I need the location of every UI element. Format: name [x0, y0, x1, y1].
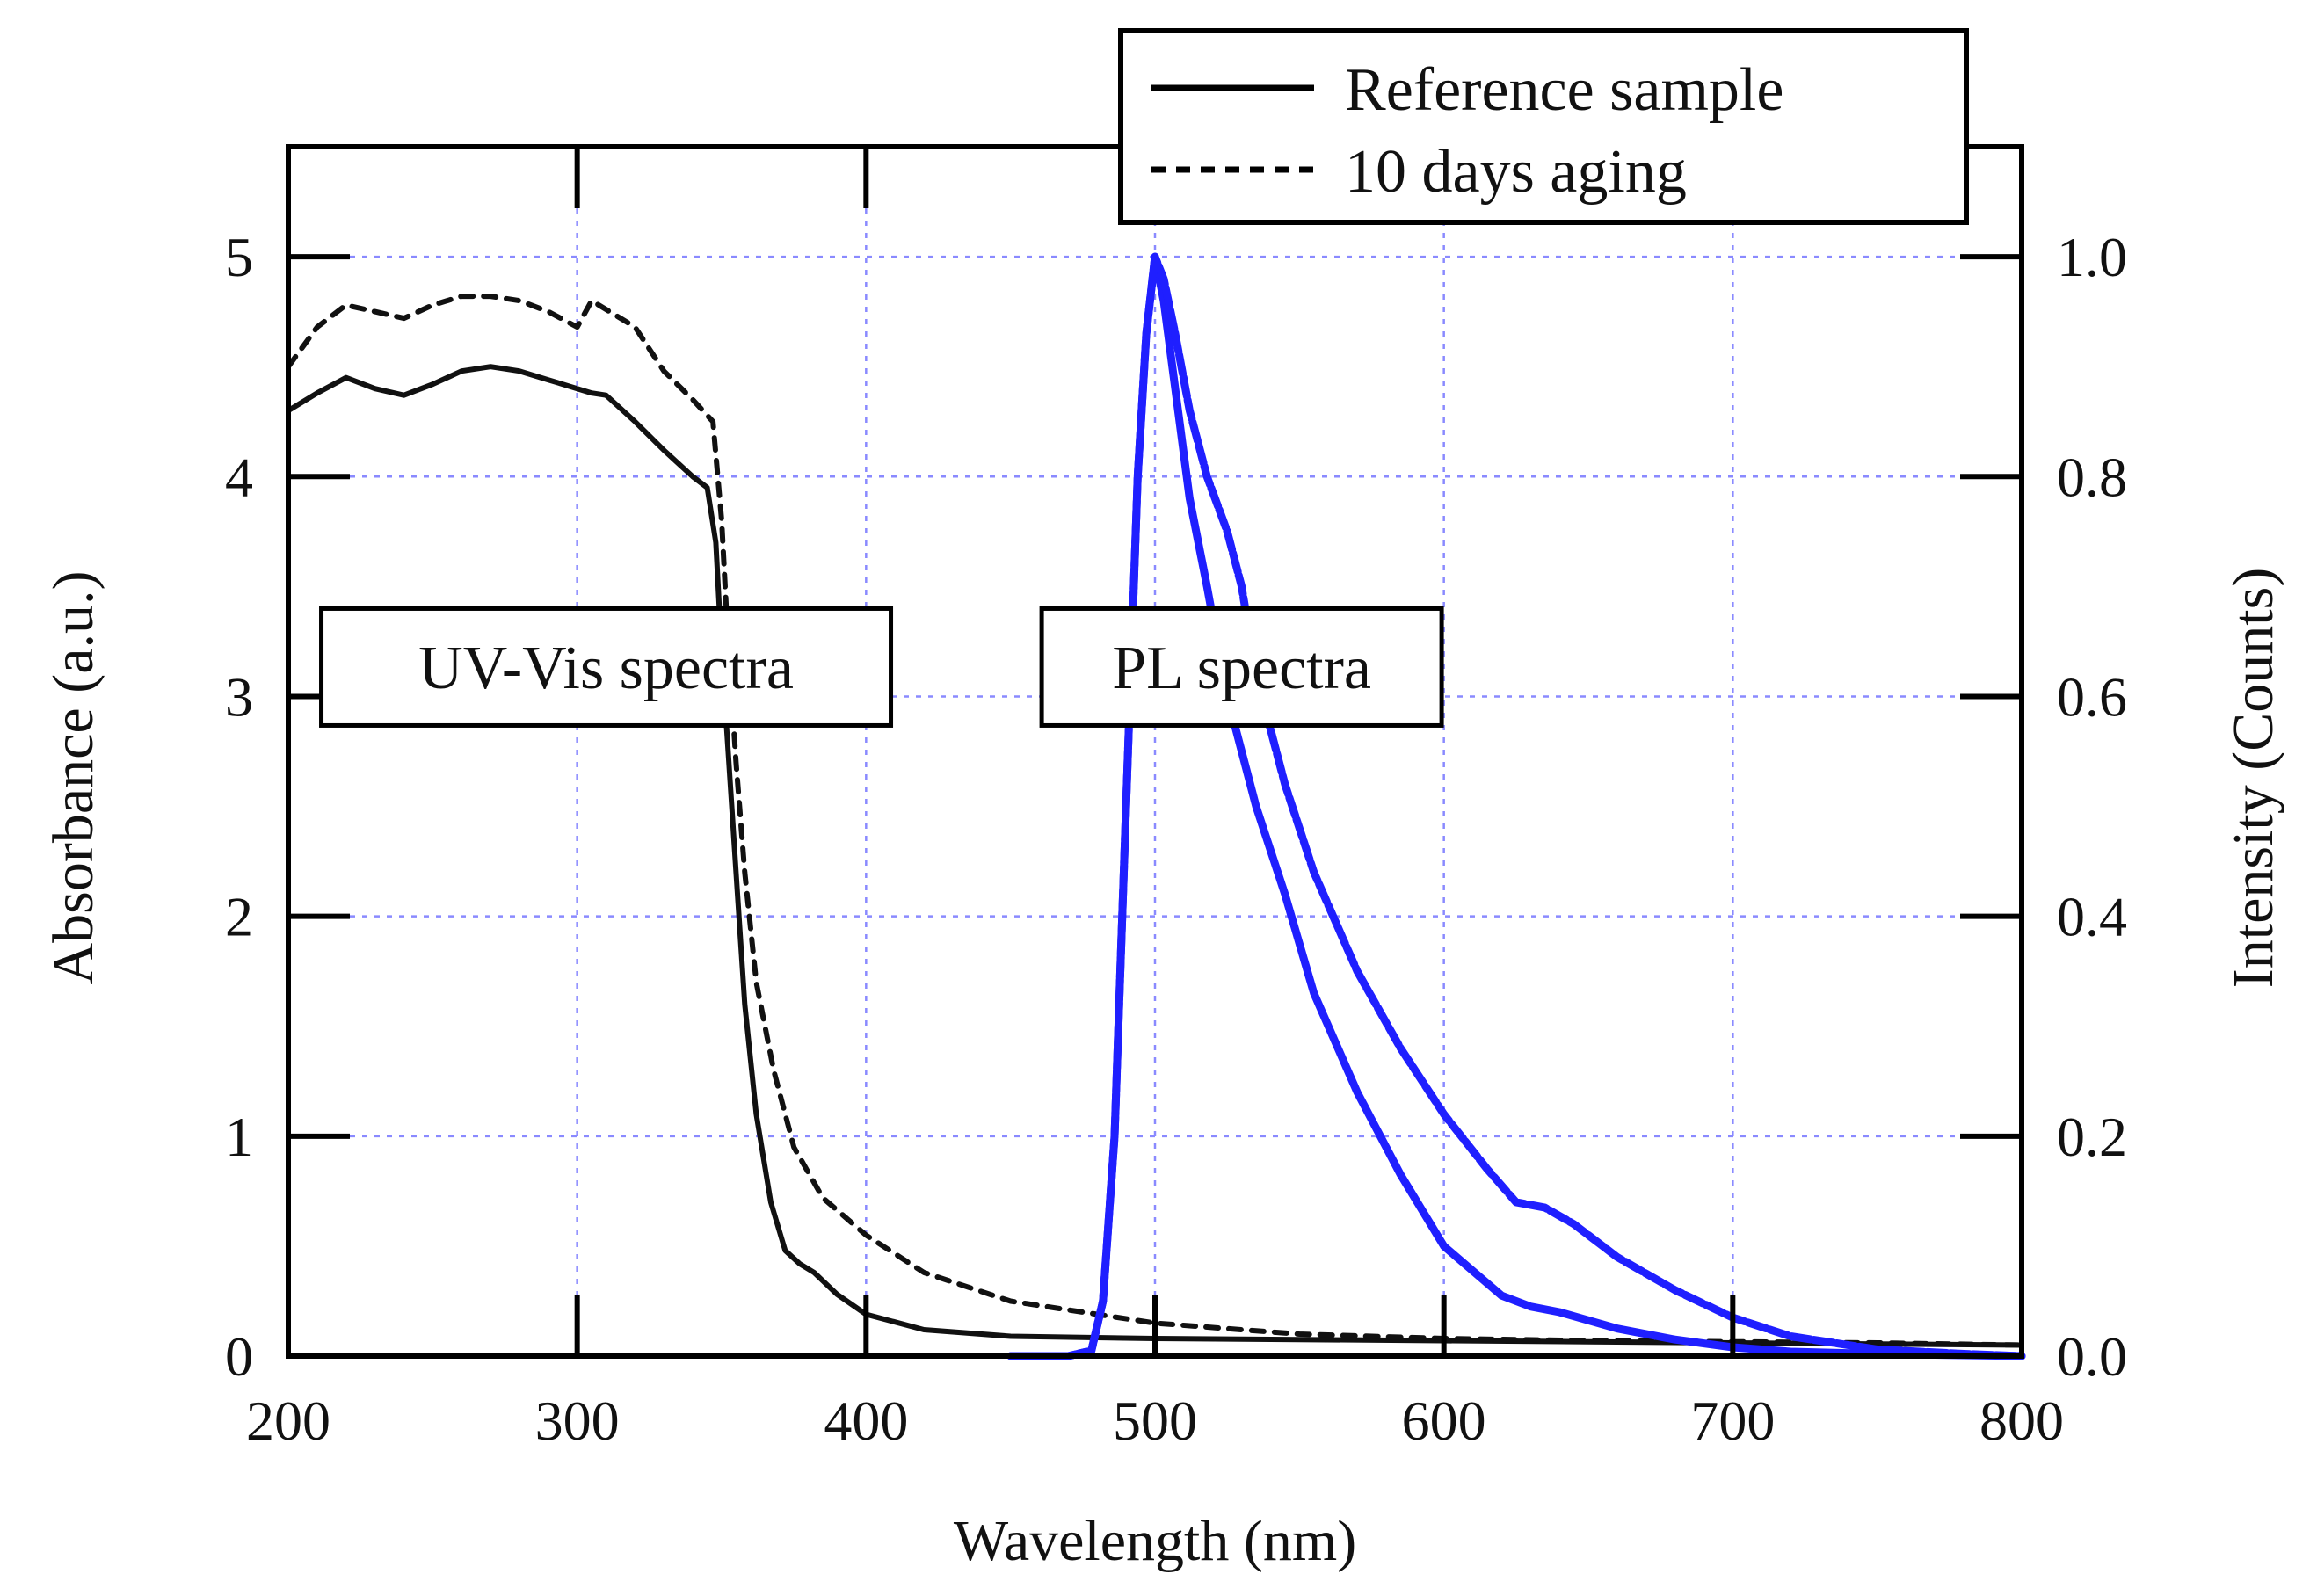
annotation-uvvis-box: [319, 606, 894, 728]
y-left-tick-label: 5: [225, 226, 253, 288]
annotation-uvvis: UV-Vis spectra: [319, 606, 894, 728]
legend-box: [1118, 28, 1969, 225]
y-right-tick-label: 0.2: [2057, 1106, 2127, 1168]
pl-aging-line: [1006, 252, 2026, 1360]
uvvis-reference-line: [286, 364, 2024, 1348]
legend-label-aging: 10 days aging: [1345, 138, 1687, 206]
x-axis-title: Wavelength (nm): [954, 1509, 1356, 1573]
y-right-tick-label: 0.8: [2057, 446, 2127, 508]
y-right-tick-label: 0.0: [2057, 1325, 2127, 1388]
annotation-uvvis-text: UV-Vis spectra: [418, 635, 794, 702]
y-right-tick-label: 1.0: [2057, 226, 2127, 288]
uvvis-aging-line: [286, 294, 2024, 1348]
annotation-pl: PL spectra: [1039, 606, 1444, 728]
y-axis-right-title: Intensity (Counts): [2221, 568, 2285, 988]
legend-label-reference: Reference sample: [1345, 56, 1783, 124]
y-axis-left-title: Absorbance (a.u.): [41, 571, 105, 985]
y-right-tick-label: 0.6: [2057, 665, 2127, 728]
x-tick-label: 400: [824, 1389, 908, 1452]
x-tick-label: 600: [1402, 1389, 1486, 1452]
pl-reference-line: [1006, 252, 2026, 1360]
x-tick-label: 500: [1113, 1389, 1197, 1452]
x-tick-label: 200: [246, 1389, 330, 1452]
y-left-tick-label: 1: [225, 1106, 253, 1168]
axis-ticks: 200 300 400 500 600 700 800 0 1 2 3 4 5 0.0 0.2 0.4 0.6 0…: [225, 147, 2127, 1452]
series-layer: [286, 252, 2026, 1360]
legend: Reference sample 10 days aging: [1118, 28, 1969, 225]
grid: [288, 147, 2022, 1356]
y-left-tick-label: 4: [225, 446, 253, 508]
y-left-tick-label: 2: [225, 886, 253, 948]
x-tick-label: 300: [535, 1389, 620, 1452]
x-tick-label: 800: [1979, 1389, 2064, 1452]
annotation-pl-box: [1039, 606, 1444, 728]
y-right-tick-label: 0.4: [2057, 886, 2127, 948]
y-left-tick-label: 0: [225, 1325, 253, 1388]
y-left-tick-label: 3: [225, 665, 253, 728]
x-tick-label: 700: [1690, 1389, 1775, 1452]
annotation-pl-text: PL spectra: [1112, 635, 1371, 702]
